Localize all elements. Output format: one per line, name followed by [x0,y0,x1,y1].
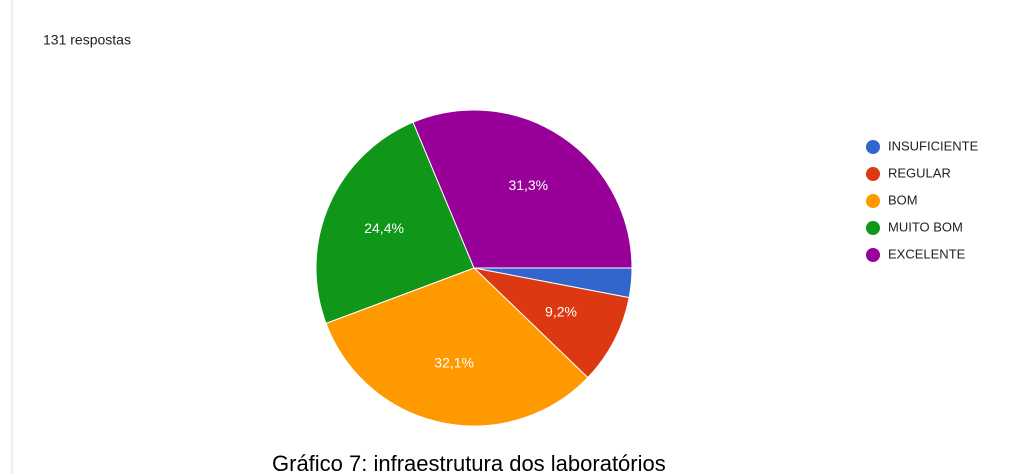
response-count: 131 respostas [43,32,131,48]
slice-label: 24,4% [364,220,404,236]
legend-swatch [866,248,880,262]
slice-label: 9,2% [545,304,577,320]
caption: Gráfico 7: infraestrutura dos laboratóri… [272,451,666,474]
legend-label: BOM [888,192,918,207]
legend-swatch [866,140,880,154]
legend-swatch [866,221,880,235]
legend-label: INSUFICIENTE [888,138,979,153]
legend-label: EXCELENTE [888,246,966,261]
slice-label: 31,3% [508,177,548,193]
legend-label: MUITO BOM [888,219,963,234]
pie-slice [412,109,633,269]
legend-swatch [866,194,880,208]
pie-slice [472,267,630,379]
pie-slice [315,121,475,325]
legend-label: REGULAR [888,165,951,180]
pie-slice [325,267,589,427]
slice-label: 32,1% [434,355,474,371]
legend-swatch [866,167,880,181]
